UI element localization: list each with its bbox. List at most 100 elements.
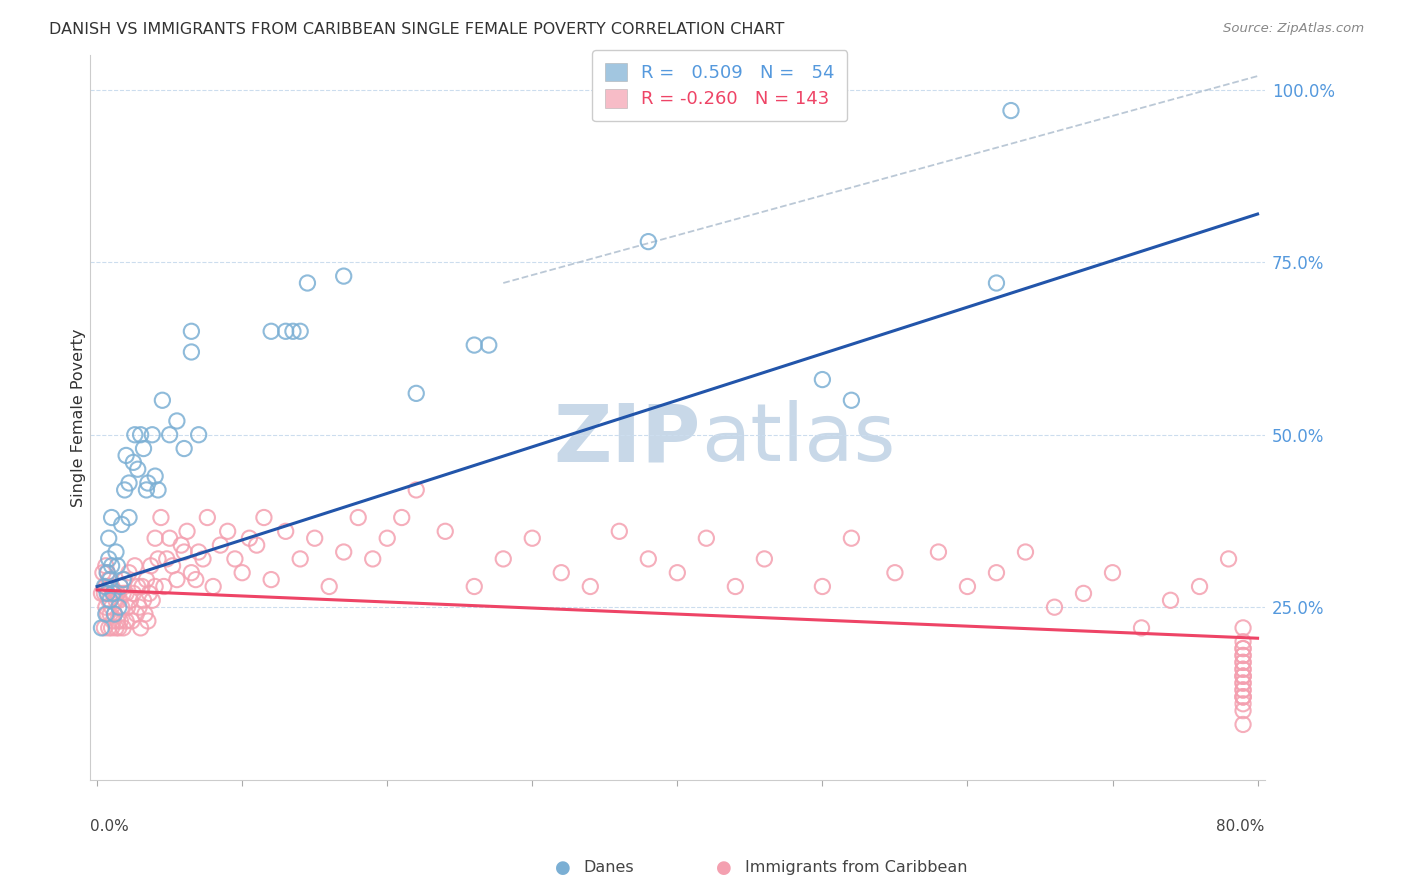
Point	[180, 566, 202, 580]
Point	[1232, 662, 1254, 676]
Point	[122, 586, 145, 600]
Point	[112, 573, 135, 587]
Point	[112, 586, 135, 600]
Point	[101, 586, 124, 600]
Point	[1232, 690, 1254, 704]
Point	[187, 427, 209, 442]
Point	[108, 600, 131, 615]
Text: 80.0%: 80.0%	[1216, 820, 1265, 834]
Point	[96, 586, 118, 600]
Point	[166, 573, 188, 587]
Point	[115, 586, 138, 600]
Point	[375, 531, 398, 545]
Point	[96, 607, 118, 621]
Point	[110, 580, 132, 594]
Point	[405, 386, 427, 401]
Point	[156, 552, 179, 566]
Point	[274, 324, 297, 338]
Point	[131, 580, 153, 594]
Point	[1232, 682, 1254, 697]
Text: 0.0%: 0.0%	[90, 820, 128, 834]
Point	[100, 600, 122, 615]
Point	[180, 324, 202, 338]
Point	[91, 566, 114, 580]
Point	[141, 427, 163, 442]
Point	[93, 580, 115, 594]
Y-axis label: Single Female Poverty: Single Female Poverty	[72, 328, 86, 507]
Legend: R =   0.509   N =   54, R = -0.260   N = 143: R = 0.509 N = 54, R = -0.260 N = 143	[592, 50, 848, 121]
Point	[117, 600, 139, 615]
Point	[90, 621, 112, 635]
Point	[1218, 552, 1240, 566]
Point	[1232, 717, 1254, 731]
Point	[93, 621, 115, 635]
Point	[1232, 662, 1254, 676]
Point	[246, 538, 269, 552]
Point	[120, 593, 142, 607]
Point	[141, 593, 163, 607]
Point	[522, 531, 544, 545]
Point	[118, 566, 141, 580]
Point	[124, 558, 146, 573]
Point	[100, 580, 122, 594]
Point	[94, 607, 117, 621]
Point	[290, 552, 312, 566]
Point	[986, 276, 1008, 290]
Point	[191, 552, 214, 566]
Point	[202, 580, 225, 594]
Point	[1232, 656, 1254, 670]
Point	[96, 566, 118, 580]
Text: Source: ZipAtlas.com: Source: ZipAtlas.com	[1223, 22, 1364, 36]
Point	[97, 573, 120, 587]
Point	[93, 586, 115, 600]
Point	[927, 545, 949, 559]
Point	[607, 524, 630, 539]
Point	[101, 586, 124, 600]
Point	[107, 586, 129, 600]
Point	[841, 393, 863, 408]
Text: atlas: atlas	[700, 401, 896, 478]
Point	[162, 558, 184, 573]
Point	[297, 276, 319, 290]
Point	[1232, 682, 1254, 697]
Point	[180, 345, 202, 359]
Point	[1232, 669, 1254, 683]
Point	[173, 545, 195, 559]
Point	[1232, 676, 1254, 690]
Point	[1232, 656, 1254, 670]
Point	[1101, 566, 1123, 580]
Point	[94, 600, 117, 615]
Point	[98, 573, 121, 587]
Point	[1232, 704, 1254, 718]
Point	[115, 449, 138, 463]
Point	[224, 552, 246, 566]
Point	[231, 566, 253, 580]
Point	[184, 573, 207, 587]
Point	[1160, 593, 1182, 607]
Point	[124, 427, 146, 442]
Point	[281, 324, 304, 338]
Point	[110, 580, 132, 594]
Point	[217, 524, 239, 539]
Point	[754, 552, 776, 566]
Point	[1232, 697, 1254, 711]
Point	[111, 600, 134, 615]
Point	[94, 580, 117, 594]
Point	[1232, 676, 1254, 690]
Point	[391, 510, 413, 524]
Point	[1232, 648, 1254, 663]
Point	[361, 552, 384, 566]
Point	[108, 593, 131, 607]
Point	[1188, 580, 1211, 594]
Point	[238, 531, 260, 545]
Point	[108, 621, 131, 635]
Point	[986, 566, 1008, 580]
Point	[114, 573, 136, 587]
Point	[1232, 621, 1254, 635]
Point	[127, 462, 149, 476]
Point	[173, 442, 195, 456]
Point	[104, 621, 127, 635]
Point	[103, 607, 125, 621]
Point	[98, 593, 121, 607]
Point	[811, 580, 834, 594]
